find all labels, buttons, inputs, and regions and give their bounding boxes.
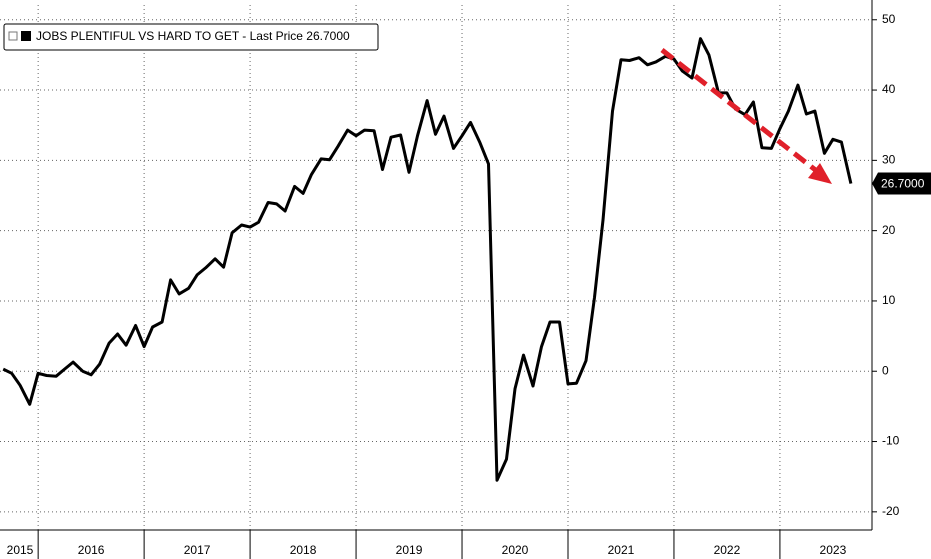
series-line <box>2 37 853 482</box>
y-tick-label: 20 <box>882 223 896 237</box>
legend-label: JOBS PLENTIFUL VS HARD TO GET - Last Pri… <box>36 29 350 43</box>
y-tick-label: 40 <box>882 82 896 96</box>
legend: JOBS PLENTIFUL VS HARD TO GET - Last Pri… <box>3 23 379 51</box>
y-tick-label: 30 <box>882 153 896 167</box>
y-tick-label: -20 <box>882 504 900 518</box>
arrow-head <box>808 163 832 184</box>
y-tick-label: 10 <box>882 293 896 307</box>
trend-arrow <box>660 48 832 184</box>
x-tick-label: 2020 <box>502 543 529 557</box>
legend-expander <box>8 31 18 41</box>
arrow-shaft <box>660 48 820 174</box>
x-tick-label: 2017 <box>184 543 211 557</box>
x-tick-label: 2023 <box>820 543 847 557</box>
x-tick-label: 2019 <box>396 543 423 557</box>
x-tick-label: 2016 <box>78 543 105 557</box>
last-price-label: 26.7000 <box>881 177 925 191</box>
x-tick-label: 2022 <box>714 543 741 557</box>
y-tick-label: 0 <box>882 363 889 377</box>
legend-box <box>3 23 379 51</box>
y-tick-label: -10 <box>882 434 900 448</box>
last-price-tag <box>872 172 931 195</box>
x-tick-label: 2015 <box>7 543 34 557</box>
legend-swatch <box>21 31 31 41</box>
x-tick-label: 2018 <box>290 543 317 557</box>
y-tick-label: 50 <box>882 12 896 26</box>
x-tick-label: 2021 <box>608 543 635 557</box>
